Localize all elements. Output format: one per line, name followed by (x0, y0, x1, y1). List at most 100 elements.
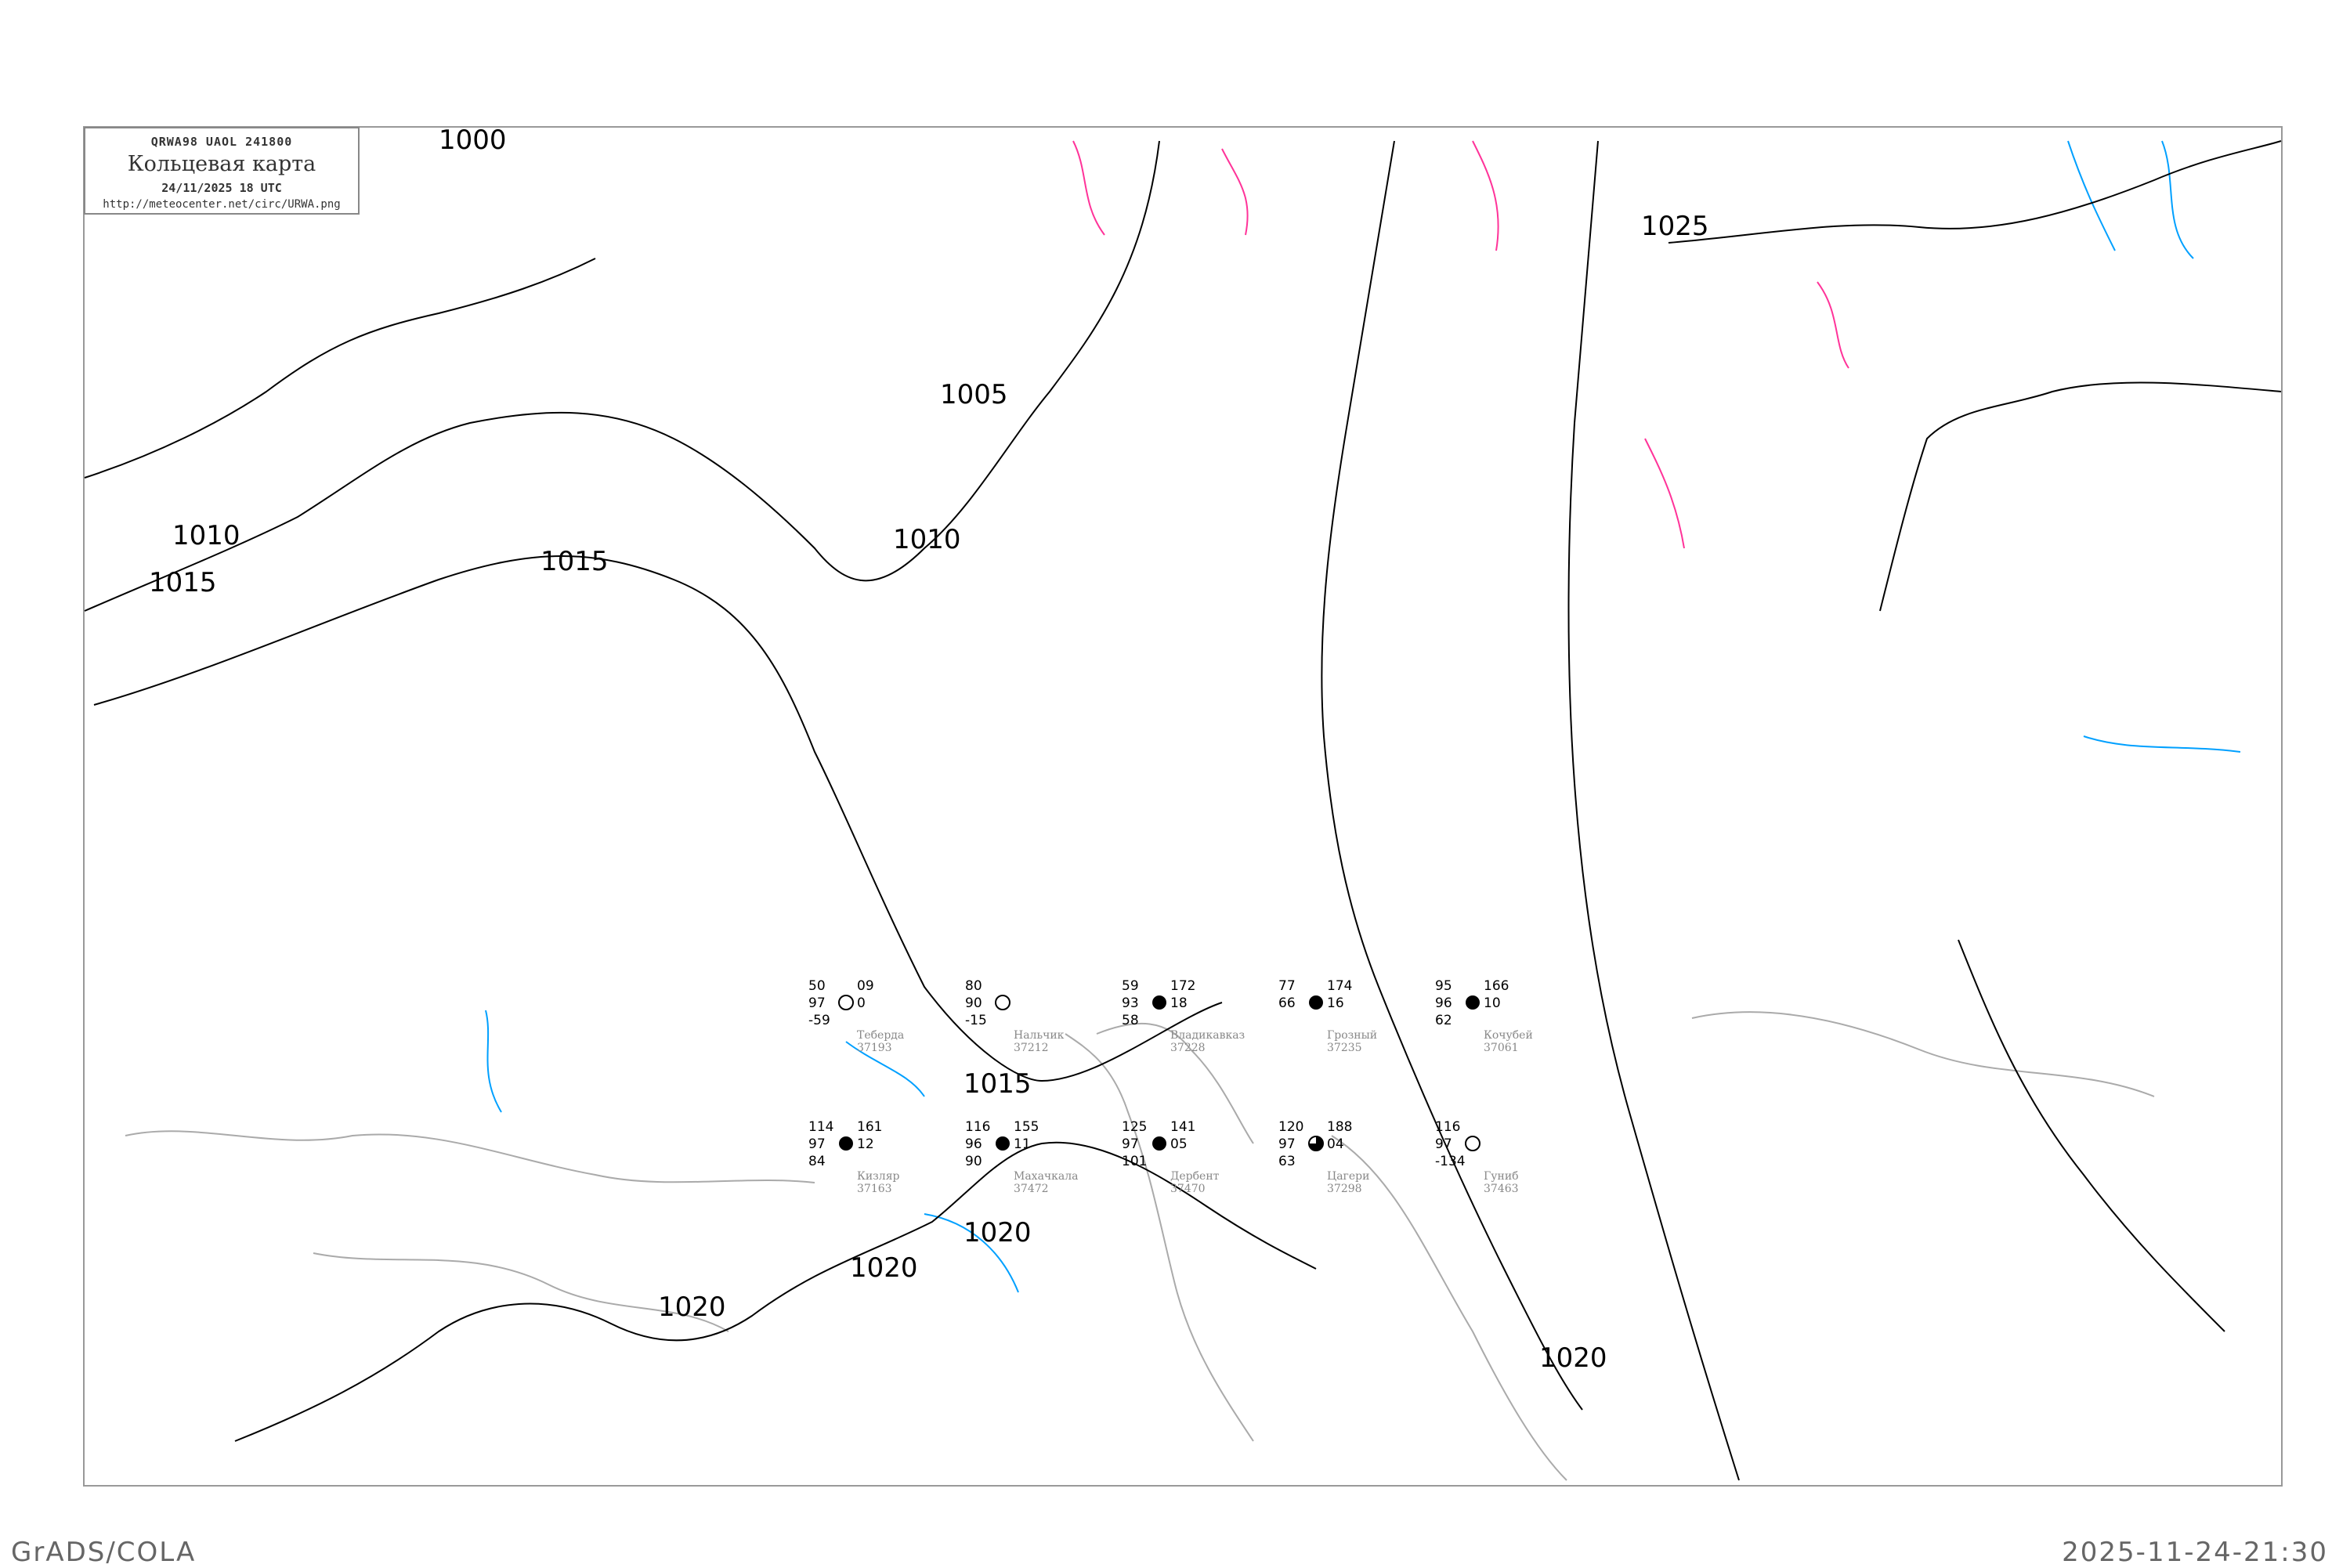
station-pressure: 141 (1170, 1119, 1195, 1135)
station-vis: 97 (1122, 1136, 1139, 1152)
station-temp: 114 (808, 1119, 833, 1135)
station-vis: 97 (808, 1136, 826, 1152)
station-name: Гуниб (1484, 1170, 1519, 1183)
isobar-label: 1010 (893, 524, 961, 555)
station-temp: 125 (1122, 1119, 1147, 1135)
station-dew: 62 (1435, 1013, 1452, 1028)
cloud-cover-clear-icon (1465, 1136, 1480, 1151)
footer-software: GrADS/COLA (11, 1537, 197, 1568)
station-dew: 84 (808, 1154, 826, 1169)
station-pressure: 155 (1014, 1119, 1039, 1135)
station-temp: 116 (1435, 1119, 1460, 1135)
map-datetime: 24/11/2025 18 UTC (161, 181, 282, 195)
station-dew: 101 (1122, 1154, 1147, 1169)
station-tend: 0 (857, 995, 866, 1011)
cloud-cover-clear-icon (838, 995, 854, 1010)
station-index: 37212 (1014, 1042, 1049, 1054)
cloud-fill-icon (1309, 1136, 1323, 1151)
station-name: Кочубей (1484, 1029, 1533, 1042)
station-pressure: 172 (1170, 978, 1195, 994)
isobar-label: 1020 (1539, 1342, 1607, 1374)
station-pressure: 174 (1327, 978, 1352, 994)
isobar-label: 1015 (540, 546, 609, 577)
bulletin-header: QRWA98 UAOL 241800 (150, 135, 293, 149)
cloud-cover-overcast-icon (1466, 995, 1480, 1010)
map-title: Кольцевая карта (127, 152, 316, 176)
cloud-cover-clear-icon (995, 995, 1010, 1010)
station-index: 37163 (857, 1183, 892, 1195)
station-pressure: 161 (857, 1119, 882, 1135)
isobar-label: 1010 (172, 520, 240, 551)
station-temp: 77 (1278, 978, 1296, 994)
isobars (84, 140, 2282, 1481)
station-index: 37472 (1014, 1183, 1049, 1195)
station-index: 37061 (1484, 1042, 1519, 1054)
station-pressure: 166 (1484, 978, 1509, 994)
station-vis: 97 (1278, 1136, 1296, 1152)
station-tend: 10 (1484, 995, 1501, 1011)
stations: 5097-59090Теберда371938090-15Нальчик3721… (808, 978, 1533, 1195)
isobar-label: 1020 (850, 1252, 918, 1284)
station-temp: 80 (965, 978, 982, 994)
station-name: Дербент (1170, 1170, 1220, 1183)
isobar-label: 1020 (964, 1217, 1032, 1248)
station-vis: 90 (965, 995, 982, 1011)
map-frame (83, 126, 2283, 1487)
station-name: Теберда (857, 1029, 904, 1042)
fronts (1072, 140, 1849, 549)
station-dew: -59 (808, 1013, 830, 1028)
station-dew: 90 (965, 1154, 982, 1169)
station-vis: 97 (1435, 1136, 1452, 1152)
isobar-label: 1020 (658, 1292, 726, 1323)
station-vis: 97 (808, 995, 826, 1011)
station-index: 37228 (1170, 1042, 1206, 1054)
station-dew: 58 (1122, 1013, 1139, 1028)
title-box: QRWA98 UAOL 241800 Кольцевая карта 24/11… (84, 127, 360, 215)
station-index: 37470 (1170, 1183, 1206, 1195)
rivers (485, 140, 2241, 1293)
station-vis: 96 (965, 1136, 982, 1152)
station-pressure: 188 (1327, 1119, 1352, 1135)
isobar-label: 1025 (1641, 211, 1709, 242)
source-url: http://meteocenter.net/circ/URWA.png (103, 198, 341, 211)
station-index: 37298 (1327, 1183, 1362, 1195)
station-tend: 16 (1327, 995, 1344, 1011)
station-tend: 11 (1014, 1136, 1031, 1152)
cloud-cover-overcast-icon (996, 1136, 1010, 1151)
station-dew: 63 (1278, 1154, 1296, 1169)
station-tend: 04 (1327, 1136, 1344, 1152)
isobar-label: 1005 (940, 379, 1008, 410)
cloud-cover-overcast-icon (839, 1136, 853, 1151)
station-temp: 116 (965, 1119, 990, 1135)
station-vis: 93 (1122, 995, 1139, 1011)
isobar-label: 1015 (964, 1068, 1032, 1100)
station-name: Нальчик (1014, 1029, 1065, 1042)
station-vis: 66 (1278, 995, 1296, 1011)
station-temp: 50 (808, 978, 826, 994)
station-name: Кизляр (857, 1170, 900, 1183)
station-dew: -15 (965, 1013, 987, 1028)
station-tend: 12 (857, 1136, 874, 1152)
station-tend: 18 (1170, 995, 1188, 1011)
station-name: Грозный (1327, 1029, 1377, 1042)
station-temp: 59 (1122, 978, 1139, 994)
station-tend: 05 (1170, 1136, 1188, 1152)
station-index: 37463 (1484, 1183, 1519, 1195)
coastlines (125, 1011, 2155, 1481)
station-name: Цагери (1327, 1170, 1369, 1183)
isobar-label: 1000 (439, 125, 507, 156)
station-dew: -134 (1435, 1154, 1466, 1169)
station-index: 37193 (857, 1042, 892, 1054)
